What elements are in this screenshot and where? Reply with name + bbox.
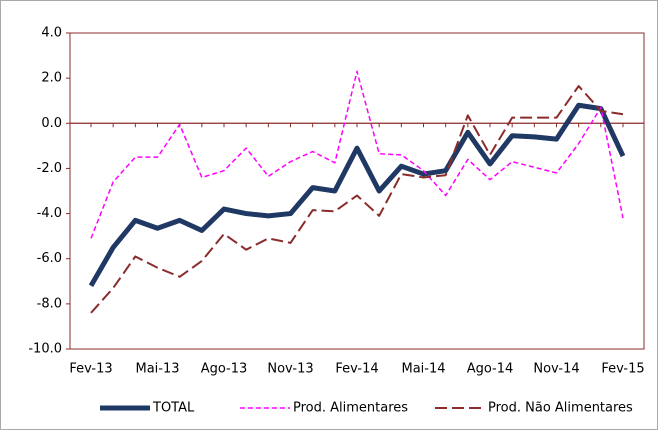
y-tick-label: -6.0 xyxy=(37,251,62,266)
series-line xyxy=(90,85,624,314)
x-tick-label: Mai-14 xyxy=(401,362,445,377)
y-tick-label: -10.0 xyxy=(28,342,62,357)
plot-area xyxy=(69,32,645,350)
x-tick-label: Fev-14 xyxy=(335,362,378,377)
legend-label: TOTAL xyxy=(152,401,195,416)
x-tick-label: Ago-14 xyxy=(467,362,514,377)
x-tick-label: Nov-13 xyxy=(267,362,313,377)
series-line xyxy=(88,102,626,288)
y-tick-label: -8.0 xyxy=(37,296,62,311)
y-tick-label: -4.0 xyxy=(37,206,62,221)
y-tick-label: -2.0 xyxy=(37,161,62,176)
x-tick-label: Ago-13 xyxy=(201,362,248,377)
legend-label: Prod. Alimentares xyxy=(293,401,408,416)
y-tick-label: 4.0 xyxy=(41,26,62,41)
x-tick-label: Nov-14 xyxy=(533,362,579,377)
x-tick-label: Fev-15 xyxy=(601,362,644,377)
legend-label: Prod. Não Alimentares xyxy=(488,401,633,416)
x-tick-label: Mai-13 xyxy=(135,362,179,377)
y-tick-label: 2.0 xyxy=(41,71,62,86)
y-tick-label: 0.0 xyxy=(41,116,62,131)
series-line xyxy=(90,70,624,239)
x-tick-label: Fev-13 xyxy=(69,362,112,377)
